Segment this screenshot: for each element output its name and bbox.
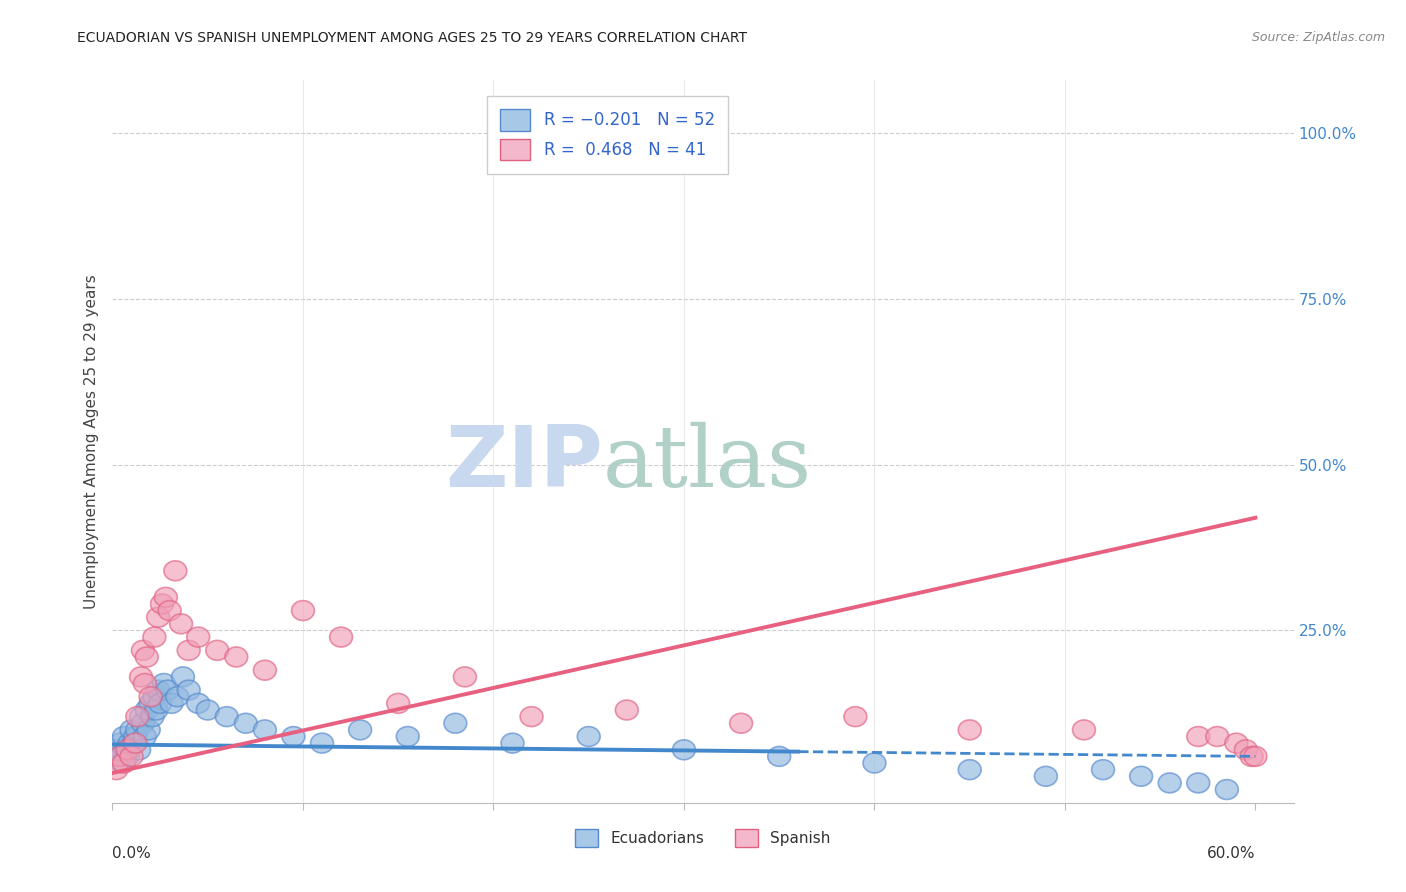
Text: ZIP: ZIP [444, 422, 603, 505]
Text: ECUADORIAN VS SPANISH UNEMPLOYMENT AMONG AGES 25 TO 29 YEARS CORRELATION CHART: ECUADORIAN VS SPANISH UNEMPLOYMENT AMONG… [77, 31, 748, 45]
Text: 60.0%: 60.0% [1208, 847, 1256, 861]
Legend: Ecuadorians, Spanish: Ecuadorians, Spanish [569, 823, 837, 853]
Text: atlas: atlas [603, 422, 811, 505]
Y-axis label: Unemployment Among Ages 25 to 29 years: Unemployment Among Ages 25 to 29 years [83, 274, 98, 609]
Text: 0.0%: 0.0% [112, 847, 152, 861]
Text: Source: ZipAtlas.com: Source: ZipAtlas.com [1251, 31, 1385, 45]
